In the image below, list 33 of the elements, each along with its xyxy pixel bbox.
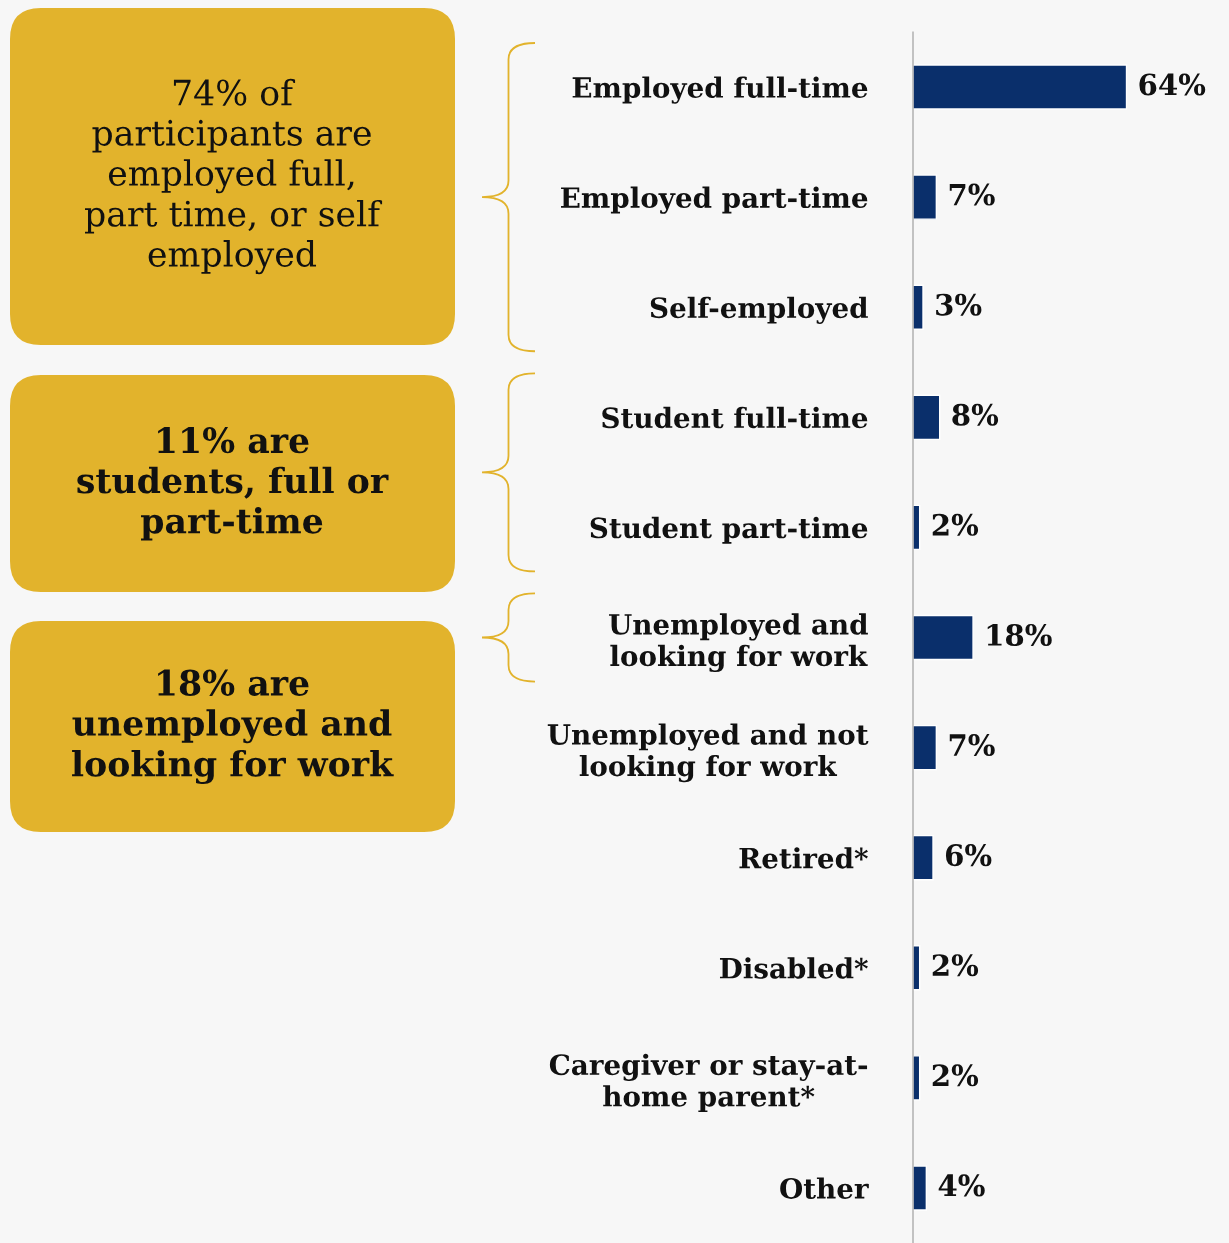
bar (913, 284, 924, 330)
data-label: 2% (932, 954, 979, 977)
data-label: 7% (949, 183, 995, 206)
y-tick-label: Student full-time (602, 406, 868, 429)
bar (913, 834, 934, 881)
y-tick-label: Employed full-time (572, 76, 868, 104)
y-tick-label: Disabled* (719, 957, 868, 979)
y-tick-label: Unemployed and looking for work (608, 613, 868, 673)
y-tick-label: Self-employed (650, 296, 868, 324)
data-label: 2% (932, 513, 979, 536)
y-tick-label: Unemployed and not looking for work (547, 723, 869, 783)
data-label: 7% (949, 733, 995, 757)
bar (913, 174, 938, 220)
data-label: 6% (945, 844, 992, 867)
y-tick-label: Student part-time (590, 516, 868, 544)
bar (913, 1165, 928, 1211)
data-label: 2% (932, 1064, 979, 1087)
y-tick-label: Caregiver or stay-at- home parent* (549, 1053, 868, 1113)
bar (913, 64, 1128, 110)
bar (913, 614, 974, 661)
text: 18% are unemployed and looking for work (72, 669, 394, 784)
y-tick-label: Retired* (739, 847, 868, 869)
y-tick-label: Employed part-time (561, 186, 868, 214)
data-label: 4% (938, 1174, 985, 1197)
bar (913, 724, 938, 771)
data-label: 18% (987, 623, 1052, 646)
y-tick-label: Other (780, 1177, 869, 1199)
data-label: 8% (952, 403, 999, 426)
data-label: 3% (936, 293, 982, 316)
text: 11% are students, full or part-time (77, 427, 389, 541)
data-label: 64% (1139, 73, 1206, 96)
text: 74% of participants are employed full, part time, or self employed (85, 78, 383, 275)
bar (913, 394, 941, 441)
